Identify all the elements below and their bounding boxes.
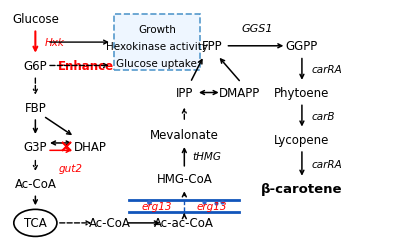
Text: Ac-ac-CoA: Ac-ac-CoA <box>154 216 214 230</box>
Text: carRA: carRA <box>312 159 342 169</box>
FancyBboxPatch shape <box>114 15 200 71</box>
Text: Hexokinase activity: Hexokinase activity <box>106 42 208 52</box>
Text: carB: carB <box>312 112 335 122</box>
Text: Mevalonate: Mevalonate <box>150 128 219 141</box>
Text: Growth: Growth <box>138 24 176 34</box>
Text: Glucose uptake: Glucose uptake <box>116 59 197 69</box>
Text: G3P: G3P <box>24 140 47 153</box>
Text: DHAP: DHAP <box>74 140 107 153</box>
Text: tHMG: tHMG <box>192 152 221 162</box>
Text: Enhance: Enhance <box>58 60 114 73</box>
Text: β-carotene: β-carotene <box>261 182 343 195</box>
Text: Ac-CoA: Ac-CoA <box>89 216 131 230</box>
Text: GGPP: GGPP <box>286 40 318 53</box>
Text: erg13: erg13 <box>142 201 172 211</box>
Text: FBP: FBP <box>24 102 46 114</box>
Text: TCA: TCA <box>24 216 47 230</box>
Text: DMAPP: DMAPP <box>218 87 260 100</box>
Text: G6P: G6P <box>24 60 47 73</box>
Text: IPP: IPP <box>176 87 193 100</box>
Text: Phytoene: Phytoene <box>274 87 330 100</box>
Text: Glucose: Glucose <box>12 13 59 26</box>
Text: carRA: carRA <box>312 65 342 75</box>
Text: ×: × <box>59 138 74 156</box>
Text: gut2: gut2 <box>59 163 83 173</box>
Text: FPP: FPP <box>202 40 222 53</box>
Text: erg13: erg13 <box>196 201 227 211</box>
Text: HMG-CoA: HMG-CoA <box>156 172 212 185</box>
Text: Hxk: Hxk <box>45 38 65 48</box>
Text: Ac-CoA: Ac-CoA <box>14 177 56 190</box>
Text: GGS1: GGS1 <box>241 24 272 34</box>
Text: Lycopene: Lycopene <box>274 133 330 146</box>
